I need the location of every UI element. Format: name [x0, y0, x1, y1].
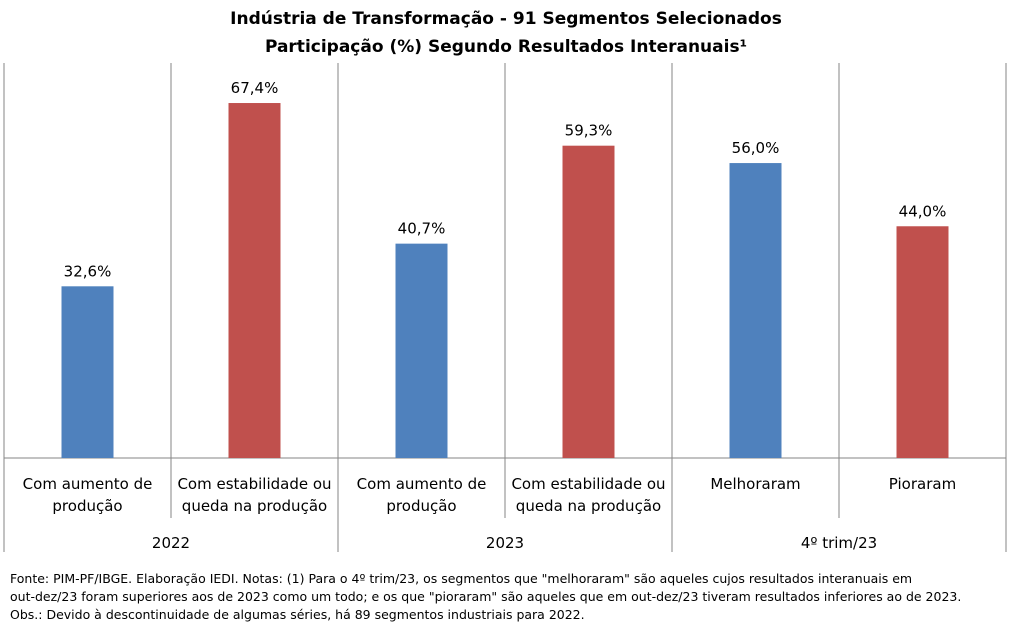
- bar: [562, 145, 615, 459]
- category-label: Com aumento de produção: [357, 475, 487, 515]
- bar: [896, 226, 949, 458]
- bar: [228, 103, 281, 458]
- data-label: 56,0%: [732, 139, 780, 157]
- category-label: Melhoraram: [710, 475, 800, 493]
- footnote: Fonte: PIM-PF/IBGE. Elaboração IEDI. Not…: [10, 570, 1005, 624]
- chart-title: Indústria de Transformação - 91 Segmento…: [230, 9, 782, 29]
- group-label: 2022: [152, 534, 190, 552]
- data-label: 44,0%: [899, 202, 947, 220]
- bar-chart: Indústria de Transformação - 91 Segmento…: [3, 9, 1007, 552]
- footnote-line-1: Fonte: PIM-PF/IBGE. Elaboração IEDI. Not…: [10, 571, 913, 586]
- data-label: 32,6%: [64, 262, 112, 280]
- chart-subtitle: Participação (%) Segundo Resultados Inte…: [265, 37, 747, 57]
- group-label: 4º trim/23: [801, 534, 877, 552]
- data-label: 67,4%: [231, 79, 279, 97]
- footnote-line-2: out-dez/23 foram superiores aos de 2023 …: [10, 589, 962, 604]
- bar: [61, 286, 114, 458]
- category-label: Com estabilidade ou queda na produção: [511, 475, 665, 515]
- data-label: 59,3%: [565, 122, 613, 140]
- category-label: Com aumento de produção: [23, 475, 153, 515]
- group-label: 2023: [486, 534, 524, 552]
- plot-area: 32,6% Com aumento de produção 67,4% Com esta…: [3, 63, 1007, 552]
- category-label: Pioraram: [889, 475, 956, 493]
- bar: [729, 163, 782, 459]
- category-label: Com estabilidade ou queda na produção: [177, 475, 331, 515]
- bar: [395, 243, 448, 458]
- footnote-line-3: Obs.: Devido à descontinuidade de alguma…: [10, 607, 585, 622]
- data-label: 40,7%: [398, 220, 446, 238]
